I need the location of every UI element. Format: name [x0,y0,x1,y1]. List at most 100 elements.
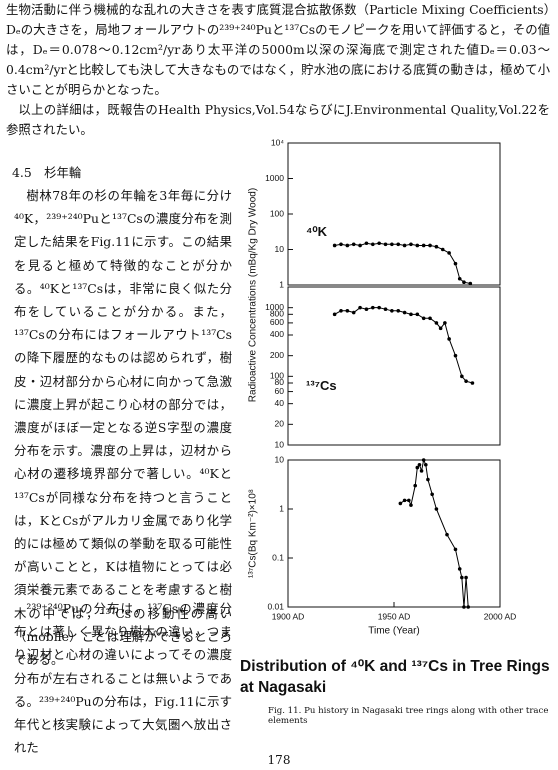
x-tick-label: 2000 AD [484,611,517,621]
data-point [345,309,350,313]
data-point [396,309,401,313]
data-point [358,305,362,310]
data-point [421,458,426,462]
figure: 1 10 100 1000 10⁴ ⁴⁰K Radioactive Concentratio… [248,137,517,637]
y-tick-label: 100 [270,208,284,218]
data-point [434,507,439,511]
data-point [434,321,439,325]
data-point [453,261,458,266]
y-tick-label: 0.1 [272,552,284,562]
data-point [470,381,475,385]
data-point [402,310,407,315]
figure-title: Distribution of ⁴⁰K and ¹³⁷Cs in Tree Ri… [240,658,550,696]
plot-frame [287,286,501,446]
data-point [447,337,451,341]
paragraph: ²³⁹⁺²⁴⁰Puの分布は，¹³⁷Csの濃度分布とは著しく異なり樹木の違い，つま… [14,601,232,756]
data-point [402,498,407,503]
y-axis-label: ¹³⁷Cs(Bq Km⁻²)×10⁸ [248,489,259,578]
data-point [419,469,424,473]
data-point [468,281,473,286]
data-point [424,462,428,467]
y-tick-label: 400 [270,329,284,339]
y-tick-label: 1 [279,279,284,289]
data-point [438,326,443,331]
data-point [358,243,362,248]
data-point [417,462,422,467]
data-point [409,312,413,317]
data-point [453,353,458,358]
y-tick-label: 40 [275,398,285,408]
y-tick-label: 20 [275,419,285,429]
x-tick-label: 1950 AD [378,611,411,621]
y-axis-label: Radioactive Concentrations (mBq/Kg Dry W… [248,188,259,402]
data-point [428,243,432,248]
data-point [415,312,420,317]
y-tick-label: 80 [275,377,285,387]
data-point [383,242,388,247]
data-point [447,251,451,255]
paragraph: 以上の詳細は，既報告のHealth Physics,Vol.54ならびにJ.En… [6,102,550,137]
data-point [345,243,350,248]
data-point [377,305,381,310]
data-point [332,243,337,248]
x-tick-label: 1900 AD [272,611,305,621]
y-tick-label: 0.01 [267,601,284,611]
data-point [339,242,343,247]
data-point [396,242,401,247]
y-tick-label: 100 [270,371,284,381]
y-tick-label: 1000 [265,302,284,312]
paragraph: 樹林78年の杉の年輪を3年毎に分け⁴⁰K，²³⁹⁺²⁴⁰Puと¹³⁷Csの濃度分… [14,188,232,668]
figure-caption: Fig. 11. Pu history in Nagasaki tree rin… [268,706,549,726]
data-point [464,575,468,580]
data-point [383,307,388,311]
data-point [457,567,462,571]
data-point [332,312,337,317]
data-point [466,605,471,609]
data-point [434,244,439,249]
y-tick-label: 10⁴ [271,137,284,147]
data-point [402,243,407,248]
data-point [390,309,394,313]
data-point [339,309,343,313]
y-tick-label: 1 [279,503,284,513]
data-point [415,243,420,248]
data-point [464,379,468,383]
data-point [351,310,356,315]
data-point [457,276,462,281]
data-point [421,243,426,248]
data-point [377,241,381,246]
data-line [400,458,469,608]
data-point [398,501,403,506]
x-axis-label: Time (Year) [368,626,420,637]
data-point [371,242,375,247]
data-point [364,241,369,246]
data-point [428,316,432,321]
data-point [371,305,375,310]
y-tick-label: 600 [270,317,284,327]
data-point [415,465,420,470]
data-point [453,547,458,552]
data-line [334,242,471,285]
data-point [390,242,394,247]
data-point [351,242,356,247]
data-point [460,374,464,379]
data-point [440,247,445,252]
y-tick-label: 10 [275,244,285,254]
data-point [443,321,447,325]
data-point [409,242,413,247]
paragraph: 生物活動に伴う機械的な乱れの大きさを表す底質混合拡散係数（Particle Mi… [6,2,550,97]
plot-frame [287,142,501,286]
y-tick-label: 60 [275,386,285,396]
panel-label: ¹³⁷Cs [306,378,337,393]
data-point [413,483,418,488]
data-point [364,307,369,311]
section-heading: 4.5 杉年輪 [12,165,82,180]
data-point [430,492,434,497]
plot-frame [287,459,501,608]
y-tick-label: 10 [275,454,285,464]
panel-label: ⁴⁰K [306,224,328,239]
data-point [409,503,413,507]
data-point [462,605,466,609]
data-point [460,575,464,580]
